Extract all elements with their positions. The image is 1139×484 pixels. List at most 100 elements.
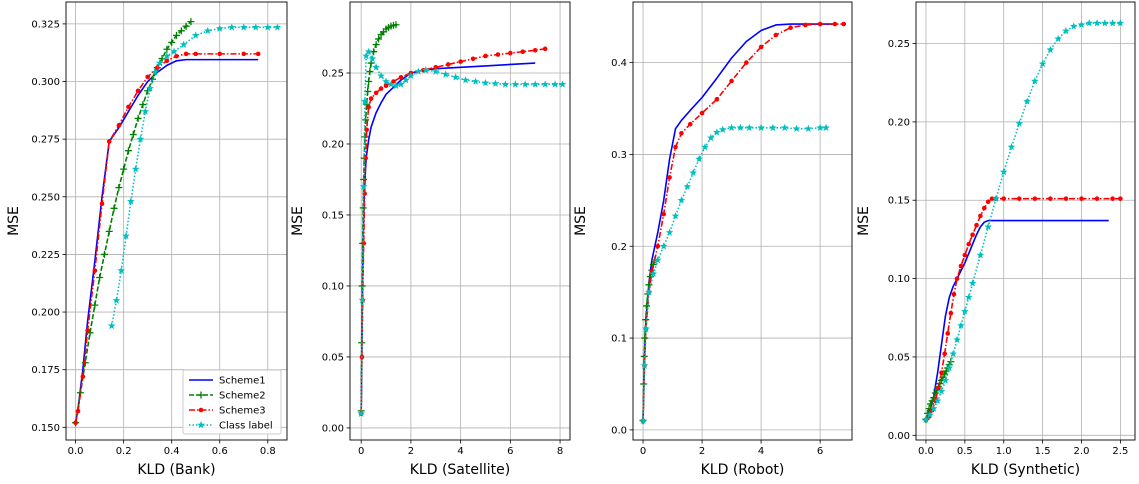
data-point: [521, 80, 530, 88]
data-point: [402, 76, 410, 84]
data-point: [1015, 119, 1024, 127]
data-point: [1063, 196, 1069, 201]
data-point: [948, 310, 954, 316]
data-point: [117, 266, 126, 274]
y-axis-label: MSE: [856, 206, 872, 236]
data-point: [532, 47, 538, 53]
series-scheme1: [642, 23, 835, 421]
plot-area: [72, 18, 282, 427]
data-point: [377, 71, 385, 80]
data-point: [136, 135, 145, 143]
series-scheme1: [360, 62, 536, 414]
x-tick-label: 0.8: [260, 446, 276, 457]
data-point: [714, 97, 720, 102]
data-point: [495, 52, 501, 57]
data-point: [926, 410, 934, 419]
data-point: [1116, 19, 1125, 27]
data-point: [358, 296, 367, 304]
data-point: [397, 80, 405, 88]
data-point: [392, 81, 400, 89]
series-class-label: [639, 123, 830, 424]
data-point: [392, 21, 400, 29]
data-point: [106, 139, 112, 144]
data-point: [372, 63, 380, 71]
data-point: [155, 59, 164, 67]
y-axis-label: MSE: [573, 206, 589, 236]
data-point: [745, 123, 754, 132]
y-axis-label: MSE: [6, 206, 22, 236]
data-point: [788, 25, 793, 31]
data-point: [407, 71, 415, 80]
data-point: [511, 80, 520, 88]
data-point: [163, 52, 171, 60]
data-point: [804, 124, 813, 132]
data-point: [931, 389, 939, 397]
data-point: [640, 361, 649, 369]
data-point: [649, 269, 658, 278]
data-point: [758, 44, 764, 50]
data-point: [433, 65, 439, 70]
data-point: [131, 165, 140, 173]
data-point: [643, 302, 651, 310]
x-axis-label: KLD (Satellite): [410, 462, 510, 478]
y-tick-label: 0.05: [322, 352, 344, 363]
data-point: [116, 123, 122, 128]
data-point: [653, 256, 662, 264]
data-point: [968, 279, 977, 287]
data-point: [431, 67, 440, 75]
x-tick-label: 1.5: [1035, 446, 1051, 457]
data-point: [191, 31, 200, 39]
data-point: [193, 51, 199, 57]
data-point: [645, 288, 653, 296]
data-point: [780, 123, 789, 132]
data-point: [501, 80, 510, 88]
data-point: [364, 47, 373, 55]
data-point: [471, 77, 480, 85]
data-point: [558, 80, 567, 88]
data-point: [508, 50, 513, 56]
y-tick-label: 0.00: [322, 423, 344, 434]
y-tick-label: 0.20: [888, 117, 910, 128]
series-scheme3: [73, 51, 261, 426]
legend-label: Scheme1: [219, 376, 266, 387]
data-point: [80, 374, 86, 379]
data-point: [687, 121, 693, 127]
data-point: [362, 116, 370, 124]
data-point: [251, 23, 260, 31]
data-point: [1069, 22, 1078, 30]
plot-frame: [915, 1, 1136, 441]
y-tick-label: 0.225: [31, 250, 60, 261]
x-tick-label: 2: [408, 446, 414, 457]
data-point: [91, 301, 99, 309]
data-point: [951, 291, 957, 297]
data-point: [1016, 196, 1022, 201]
data-point: [174, 53, 179, 59]
data-point: [179, 40, 188, 48]
series-class-label: [107, 23, 282, 330]
data-point: [970, 232, 975, 238]
data-point: [929, 404, 938, 412]
x-axis-label: KLD (Bank): [137, 462, 215, 478]
legend-label: Class label: [219, 421, 273, 432]
data-point: [1001, 196, 1007, 201]
x-tick-label: 6: [817, 446, 823, 457]
data-point: [520, 49, 526, 54]
data-point: [96, 273, 104, 281]
data-point: [816, 123, 824, 132]
data-point: [667, 175, 672, 180]
data-point: [112, 296, 121, 304]
data-point: [458, 59, 463, 64]
x-tick-label: 2: [699, 446, 705, 457]
data-point: [378, 86, 384, 91]
x-tick-label: 4: [457, 446, 463, 457]
data-point: [170, 47, 178, 55]
legend-label: Scheme2: [219, 391, 266, 402]
data-point: [368, 96, 374, 101]
y-tick-label: 0.3: [611, 150, 627, 161]
data-point: [461, 76, 470, 84]
y-tick-label: 0.250: [31, 192, 60, 203]
data-point: [1110, 196, 1115, 201]
data-point: [127, 197, 135, 205]
data-point: [491, 79, 500, 87]
